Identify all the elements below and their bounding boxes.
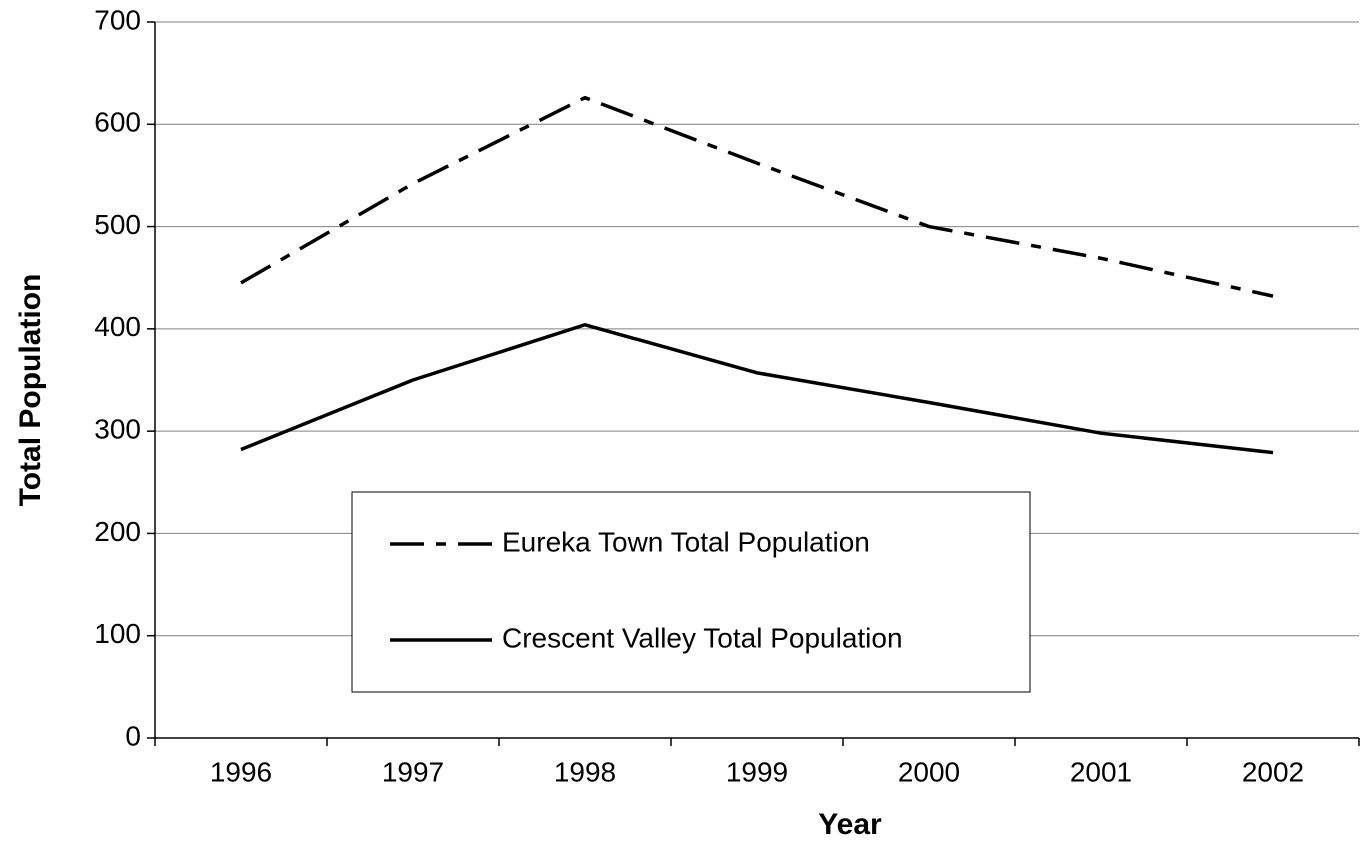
x-tick-label: 2002: [1242, 756, 1304, 787]
y-tick-label: 600: [94, 107, 141, 138]
y-tick-label: 0: [125, 720, 141, 751]
x-tick-label: 1999: [726, 756, 788, 787]
x-axis-title: Year: [818, 808, 882, 841]
x-tick-label: 1996: [210, 756, 272, 787]
y-tick-label: 700: [94, 4, 141, 35]
y-axis-title: Total Population: [14, 274, 47, 507]
legend-label: Crescent Valley Total Population: [502, 622, 903, 653]
legend-label: Eureka Town Total Population: [502, 526, 870, 557]
x-tick-label: 1998: [554, 756, 616, 787]
y-tick-label: 300: [94, 414, 141, 445]
series-line: [240, 95, 1274, 298]
x-tick-label: 2001: [1070, 756, 1132, 787]
y-tick-label: 500: [94, 209, 141, 240]
y-tick-label: 400: [94, 311, 141, 342]
series-line: [240, 323, 1274, 455]
y-tick-label: 100: [94, 618, 141, 649]
y-tick-label: 200: [94, 516, 141, 547]
legend-box: [351, 491, 1031, 693]
x-tick-label: 1997: [382, 756, 444, 787]
x-tick-label: 2000: [898, 756, 960, 787]
